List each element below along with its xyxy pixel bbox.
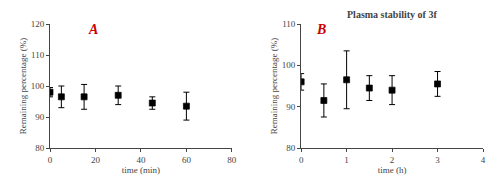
svg-text:60: 60 [182,155,192,165]
svg-text:100: 100 [282,60,296,70]
svg-text:110: 110 [282,19,296,29]
svg-text:80: 80 [286,143,296,153]
svg-text:90: 90 [35,112,45,122]
svg-text:110: 110 [31,50,45,60]
svg-text:Remaining percentage (%): Remaining percentage (%) [18,38,28,134]
svg-text:1: 1 [344,155,349,165]
svg-text:3: 3 [435,155,440,165]
svg-text:20: 20 [91,155,101,165]
svg-text:time (h): time (h) [378,165,407,175]
svg-text:Remaining percentage (%): Remaining percentage (%) [269,38,279,134]
svg-text:0: 0 [299,155,304,165]
svg-text:A: A [88,22,98,37]
svg-text:0: 0 [48,155,53,165]
svg-text:80: 80 [227,155,237,165]
svg-text:100: 100 [31,81,45,91]
svg-text:120: 120 [31,19,45,29]
svg-text:2: 2 [390,155,395,165]
svg-text:B: B [316,22,326,37]
svg-text:time (min): time (min) [122,165,160,175]
svg-text:90: 90 [286,102,296,112]
svg-text:40: 40 [136,155,146,165]
svg-text:80: 80 [35,143,45,153]
svg-text:4: 4 [481,155,486,165]
svg-text:Plasma stability of 3f: Plasma stability of 3f [347,9,437,20]
